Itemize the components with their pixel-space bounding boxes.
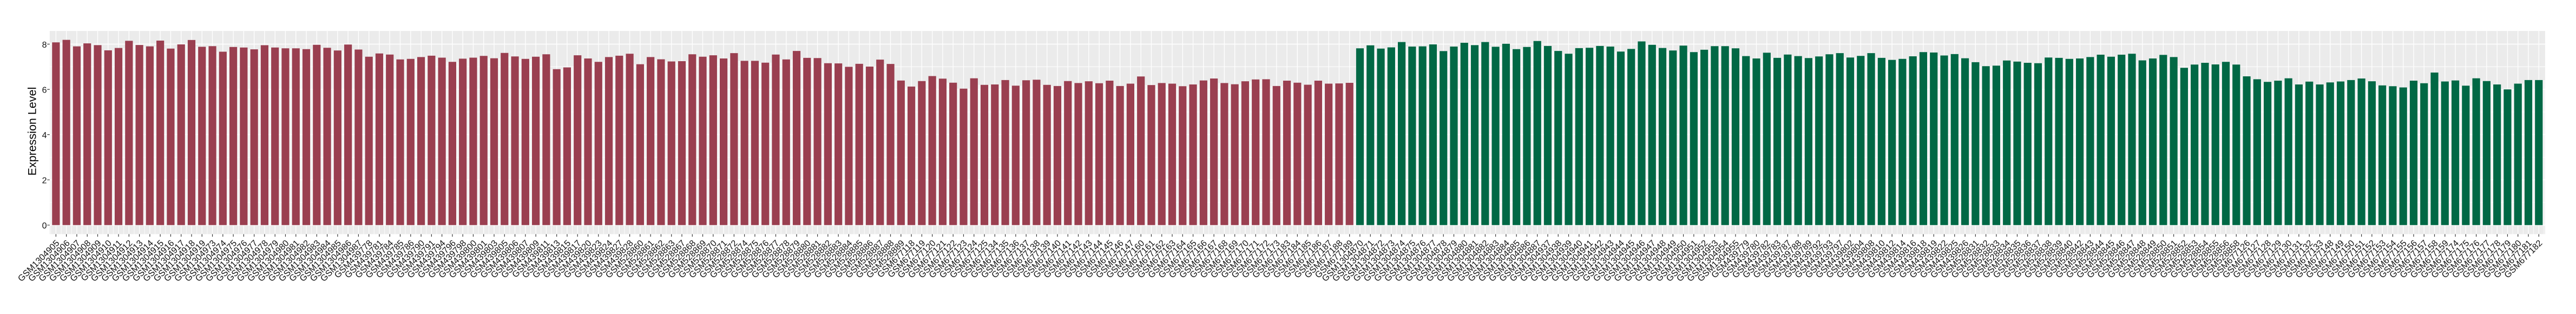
svg-text:4: 4 <box>42 131 47 140</box>
svg-text:Expression Level: Expression Level <box>25 87 38 176</box>
svg-text:0: 0 <box>42 221 47 231</box>
svg-text:6: 6 <box>42 86 47 95</box>
svg-text:8: 8 <box>42 41 47 50</box>
svg-text:2: 2 <box>42 176 47 186</box>
